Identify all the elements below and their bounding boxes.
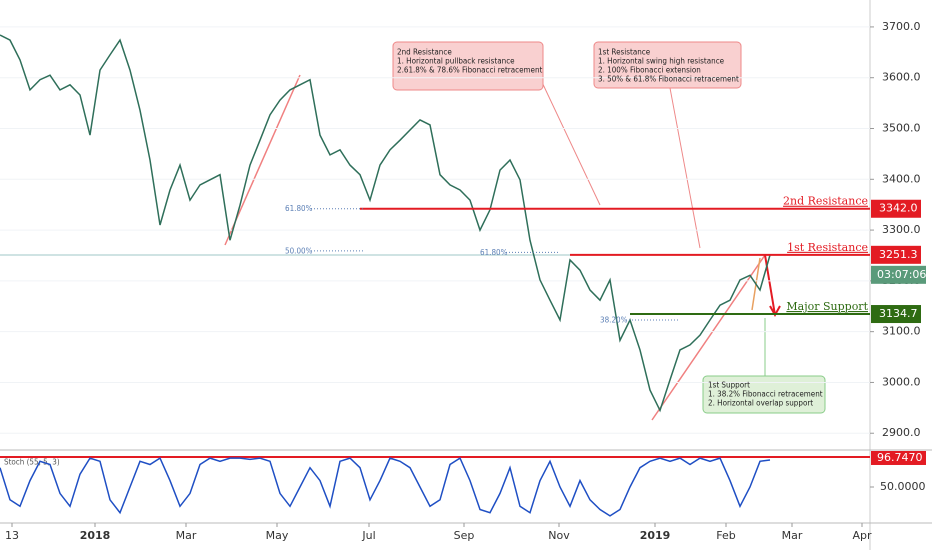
callout-line: 3. 50% & 61.8% Fibonacci retracement [598, 75, 739, 84]
level-price-box [871, 199, 921, 218]
callout [593, 41, 742, 249]
level-price-label: 3342.0 [879, 202, 918, 215]
callout-title: 2nd Resistance [397, 48, 452, 57]
y-tick-label: 3000.0 [882, 375, 921, 388]
callout-line: 2. 100% Fibonacci extension [598, 66, 701, 75]
x-tick-label: 2019 [640, 529, 671, 542]
callout [702, 318, 826, 414]
level-price-label: 3251.3 [879, 248, 918, 261]
callout-title: 1st Support [708, 381, 750, 390]
callout-line: 2. Horizontal overlap support [708, 399, 813, 408]
trend-line [651, 254, 766, 421]
x-tick-label: Apr [852, 529, 872, 542]
fib-label: 38.20% [600, 315, 628, 324]
callout-line: 1. Horizontal swing high resistance [598, 57, 725, 66]
x-tick-label: May [266, 529, 289, 542]
x-tick-label: 13 [5, 529, 19, 542]
y-tick-label: 3300.0 [882, 223, 921, 236]
stoch-level-label: 96.7470 [877, 451, 923, 464]
x-tick-label: Jul [361, 529, 375, 542]
y-tick-label: 3700.0 [882, 20, 921, 33]
callout-box [702, 375, 826, 414]
y-tick-label: 3100.0 [882, 325, 921, 338]
timer-box [871, 265, 926, 284]
y-tick-label: 3500.0 [882, 121, 921, 134]
x-tick-label: Mar [176, 529, 197, 542]
level-name: Major Support [786, 300, 868, 313]
price-line [0, 34, 771, 413]
x-tick-label: Nov [548, 529, 570, 542]
callout-box [593, 41, 742, 89]
level-price-box [871, 245, 921, 264]
callout-line: 1. Horizontal pullback resistance [397, 57, 515, 66]
level-name: 1st Resistance [787, 241, 868, 254]
y-tick-label: 2900.0 [882, 426, 921, 439]
fib-label: 50.00% [285, 246, 313, 255]
timer: 03:07:06 [877, 268, 926, 281]
level-price-box [871, 305, 921, 324]
stoch-level-box [871, 450, 926, 465]
y-tick-label: 3600.0 [882, 71, 921, 84]
fib-label: 61.80% [480, 248, 508, 257]
level-name: 2nd Resistance [783, 195, 868, 208]
x-tick-label: Sep [454, 529, 475, 542]
y-tick-label: 3400.0 [882, 172, 921, 185]
fib-label: 61.80% [285, 204, 313, 213]
callout-line: 2.61.8% & 78.6% Fibonacci retracement [397, 66, 543, 75]
level-price-label: 3134.7 [879, 307, 918, 320]
x-tick-label: Feb [716, 529, 735, 542]
x-tick-label: Mar [782, 529, 803, 542]
callout-pointer [539, 77, 601, 206]
x-tick-label: 2018 [80, 529, 111, 542]
price-line [0, 456, 771, 517]
callout-line: 1. 38.2% Fibonacci retracement [708, 390, 823, 399]
stoch-title: Stoch (55, 5, 3) [4, 458, 60, 467]
callout-pointer [669, 87, 701, 249]
callout-title: 1st Resistance [598, 48, 651, 57]
y-tick-label: 50.0000 [880, 480, 926, 493]
